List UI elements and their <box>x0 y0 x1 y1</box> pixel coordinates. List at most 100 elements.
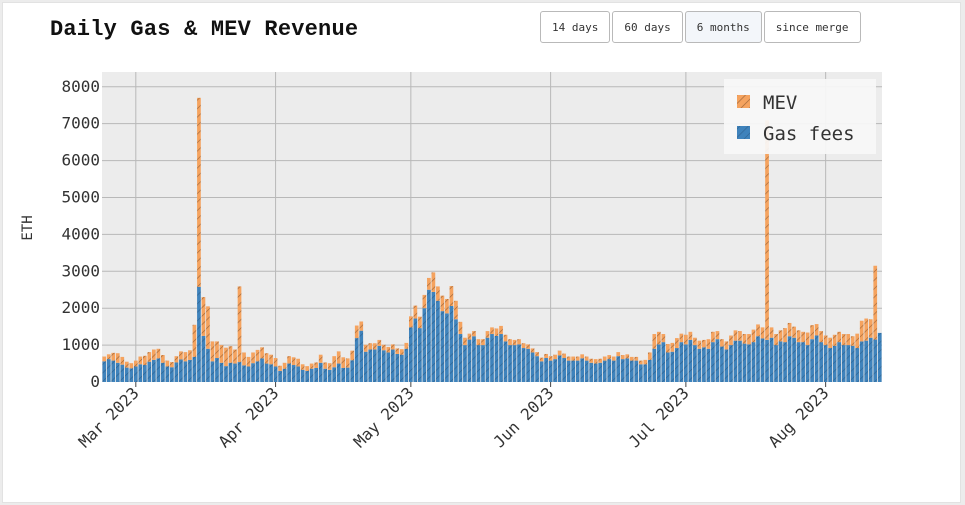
bar-mev <box>526 344 530 349</box>
bar-gas-fees <box>634 360 639 382</box>
x-tick-label: Mar 2023 <box>75 383 143 451</box>
bar-gas-fees <box>219 362 224 382</box>
range-button-60-days[interactable]: 60 days <box>612 11 683 43</box>
bar-mev <box>354 325 359 339</box>
bar-gas-fees <box>602 360 607 382</box>
bar-gas-fees <box>327 369 332 382</box>
bar-mev <box>445 298 449 314</box>
bar-gas-fees <box>463 345 467 382</box>
bar-gas-fees <box>390 349 395 382</box>
bar-gas-fees <box>828 348 832 382</box>
bar-gas-fees <box>179 359 183 382</box>
bar-mev <box>850 336 855 346</box>
bar-gas-fees <box>620 359 625 382</box>
bar-gas-fees <box>548 360 553 382</box>
bar-gas-fees <box>282 368 287 382</box>
bar-gas-fees <box>855 348 860 382</box>
bar-gas-fees <box>693 345 697 382</box>
range-button-6-months[interactable]: 6 months <box>684 11 762 43</box>
bar-gas-fees <box>133 366 138 382</box>
bar-mev <box>665 343 670 353</box>
bar-gas-fees <box>571 360 576 382</box>
bar-mev <box>120 356 125 365</box>
bar-gas-fees <box>296 366 300 382</box>
bar-gas-fees <box>192 356 197 382</box>
bar-gas-fees <box>652 348 657 382</box>
bar-mev <box>652 334 657 349</box>
bar-gas-fees <box>251 363 255 382</box>
bar-mev <box>422 294 427 309</box>
bar-mev <box>841 334 846 346</box>
bar-mev <box>751 329 756 343</box>
bar-mev <box>318 354 323 363</box>
range-button-since-merge[interactable]: since merge <box>763 11 861 43</box>
bar-gas-fees <box>647 359 652 382</box>
bar-gas-fees <box>765 339 769 382</box>
bar-gas-fees <box>458 334 463 382</box>
bar-gas-fees <box>291 365 296 382</box>
bar-gas-fees <box>372 349 377 382</box>
bar-gas-fees <box>846 345 851 382</box>
bar-gas-fees <box>823 345 828 382</box>
x-tick-label: Jul 2023 <box>625 383 693 451</box>
bar-gas-fees <box>278 370 282 382</box>
bar-mev <box>607 355 612 360</box>
bar-gas-fees <box>580 358 585 382</box>
bar-gas-fees <box>174 362 179 382</box>
bar-gas-fees <box>868 337 873 382</box>
bar-gas-fees <box>589 362 594 382</box>
bar-mev <box>855 333 860 349</box>
bar-gas-fees <box>508 345 512 382</box>
bar-mev <box>102 356 107 362</box>
y-tick-label: 8000 <box>61 77 100 96</box>
bar-mev <box>521 343 526 349</box>
bar-mev <box>440 295 445 312</box>
bar-mev <box>309 363 314 369</box>
bar-mev <box>476 339 481 346</box>
bar-gas-fees <box>792 337 796 382</box>
bar-mev <box>535 352 539 357</box>
bars <box>102 97 882 382</box>
bar-mev <box>670 342 675 352</box>
bar-mev <box>562 353 566 359</box>
bar-gas-fees <box>152 359 156 382</box>
bar-mev <box>738 331 742 341</box>
bar-mev <box>566 356 571 361</box>
bar-mev <box>530 348 535 353</box>
bar-gas-fees <box>742 343 747 382</box>
bar-mev <box>765 120 769 340</box>
x-tick-label: Jun 2023 <box>490 383 558 451</box>
bar-mev <box>656 331 661 345</box>
bar-mev <box>219 345 224 363</box>
bar-gas-fees <box>877 332 882 382</box>
bar-mev <box>620 355 625 360</box>
bar-gas-fees <box>273 366 278 382</box>
bar-gas-fees <box>553 359 557 382</box>
bar-mev <box>332 356 337 368</box>
bar-gas-fees <box>629 360 634 382</box>
bar-mev <box>413 305 418 319</box>
bar-mev <box>819 331 823 343</box>
range-selector: 14 days 60 days 6 months since merge <box>540 11 861 43</box>
bar-gas-fees <box>404 348 409 382</box>
bar-gas-fees <box>499 334 503 382</box>
bar-mev <box>156 348 161 359</box>
bar-gas-fees <box>395 353 400 382</box>
bar-mev <box>215 341 219 359</box>
bar-gas-fees <box>363 351 368 382</box>
bar-gas-fees <box>472 336 476 382</box>
bar-mev <box>381 344 386 351</box>
bar-mev <box>269 354 273 365</box>
bar-gas-fees <box>494 335 499 382</box>
bar-gas-fees <box>864 340 869 382</box>
bar-mev <box>106 354 111 360</box>
bar-gas-fees <box>445 313 449 382</box>
bar-mev <box>661 334 666 343</box>
bar-gas-fees <box>814 335 819 382</box>
range-button-14-days[interactable]: 14 days <box>540 11 611 43</box>
bar-gas-fees <box>711 342 715 382</box>
bar-mev <box>611 356 616 361</box>
bar-gas-fees <box>801 342 805 382</box>
bar-mev <box>697 340 702 349</box>
bar-mev <box>399 349 404 355</box>
